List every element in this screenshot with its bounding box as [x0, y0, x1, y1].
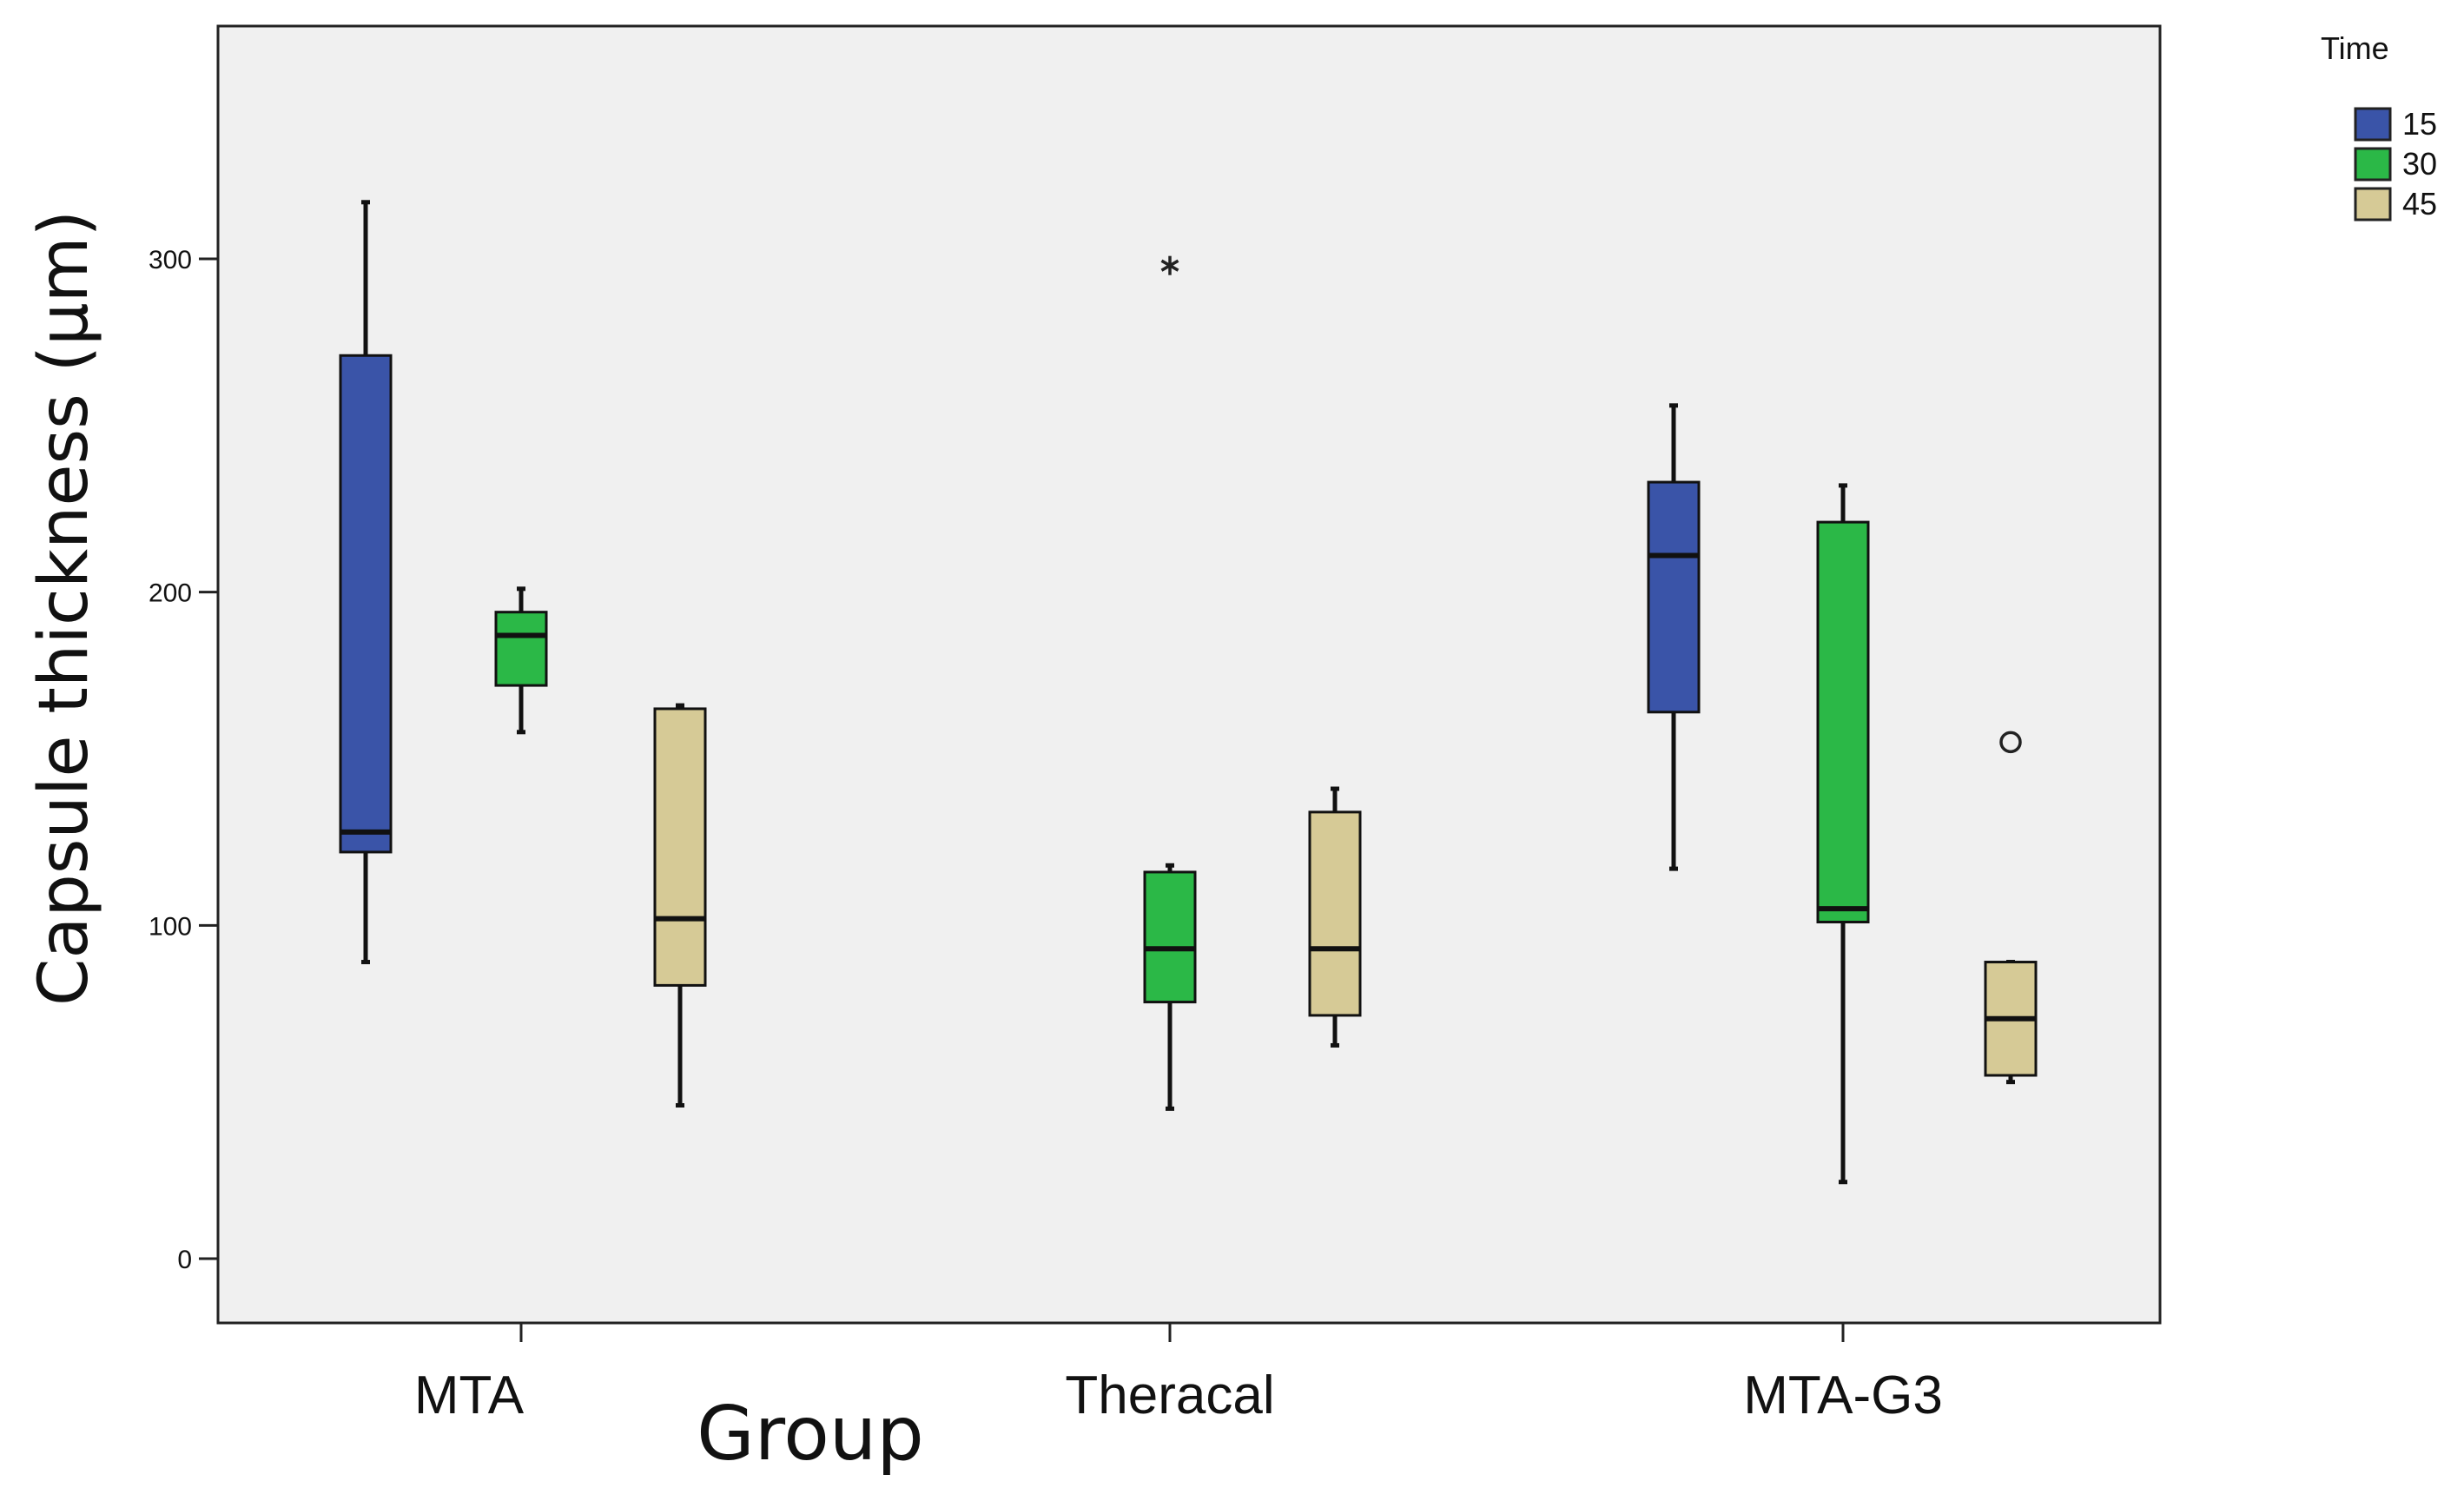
iqr-box — [1647, 480, 1701, 714]
outlier-markers — [1160, 255, 2022, 754]
legend-label: 30 — [2402, 146, 2437, 182]
iqr-box — [1308, 810, 1362, 1017]
x-axis: MTA Theracal MTA-G3 — [414, 1323, 1943, 1425]
y-tick-label: 200 — [149, 579, 192, 608]
box-45-mta — [653, 703, 707, 1108]
x-axis-title: Group — [697, 1391, 924, 1478]
y-axis-title: Capsule thickness (µm) — [25, 210, 103, 1006]
extreme-point — [1160, 255, 1179, 275]
iqr-box — [339, 354, 393, 854]
box-30-theracal — [1143, 863, 1197, 1111]
x-tick-label: MTA-G3 — [1743, 1365, 1943, 1425]
box-45-theracal — [1308, 786, 1362, 1048]
box-15-mta — [339, 200, 393, 965]
outlier-point — [1999, 731, 2022, 754]
legend-swatch-45 — [2354, 187, 2392, 222]
y-tick-label: 100 — [149, 912, 192, 941]
legend-title: Time — [2321, 30, 2389, 66]
box-series-group — [339, 200, 2038, 1185]
y-axis: 0 100 200 300 — [149, 246, 218, 1274]
x-tick-label: MTA — [414, 1365, 525, 1425]
legend-swatch-30 — [2354, 147, 2392, 182]
box-30-mta-g3 — [1816, 483, 1870, 1185]
legend-label: 45 — [2402, 186, 2437, 222]
legend-label: 15 — [2402, 106, 2437, 142]
y-tick-label: 300 — [149, 246, 192, 274]
box-15-mta-g3 — [1647, 403, 1701, 871]
box-30-mta — [494, 586, 548, 735]
iqr-box — [494, 611, 548, 687]
iqr-box — [1816, 520, 1870, 923]
legend-swatch-15 — [2354, 107, 2392, 142]
y-tick-label: 0 — [177, 1246, 192, 1274]
iqr-box — [653, 707, 707, 987]
asterisk-stroke — [1160, 259, 1179, 272]
box-45-mta-g3 — [1984, 960, 2038, 1085]
x-tick-label: Theracal — [1065, 1365, 1274, 1425]
iqr-box — [1143, 870, 1197, 1004]
legend: Time 15 30 45 — [2321, 30, 2437, 222]
